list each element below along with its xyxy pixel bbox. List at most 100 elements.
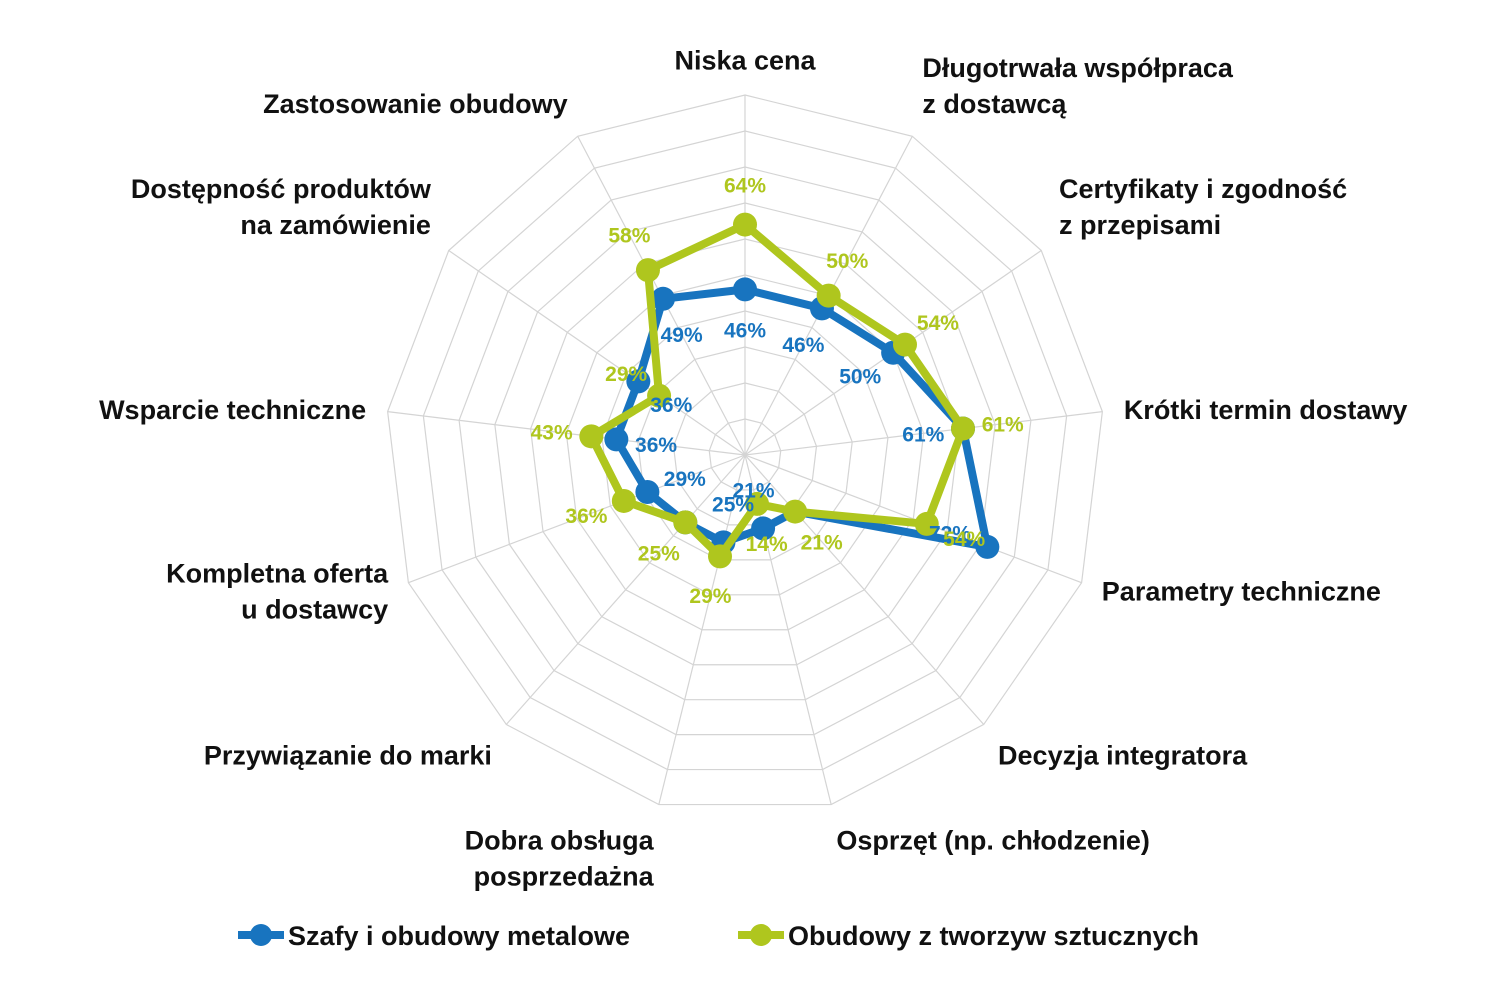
category-label-line: z przepisami <box>1059 210 1221 240</box>
grid-ring <box>529 238 961 666</box>
data-label: 36% <box>635 434 677 457</box>
data-point <box>914 511 939 536</box>
grid-spoke <box>387 411 746 456</box>
data-label: 14% <box>746 533 788 556</box>
category-label-line: Przywiązanie do marki <box>204 741 492 771</box>
data-point <box>733 212 757 237</box>
legend-swatch-marker <box>750 924 772 946</box>
category-label: Certyfikaty i zgodność z przepisami <box>1059 174 1347 240</box>
data-point <box>647 383 672 408</box>
data-point <box>733 277 757 302</box>
category-label: Decyzja integratora <box>998 741 1248 771</box>
data-label: 21% <box>733 480 775 503</box>
series-line <box>587 220 967 561</box>
grid-spoke <box>408 454 746 584</box>
data-label: 36% <box>565 505 607 528</box>
grid-ring <box>422 130 1068 771</box>
category-labels: Niska cena Długotrwała współpraca z dostaw… <box>99 45 1407 891</box>
category-label-line: Długotrwała współpraca <box>922 53 1234 83</box>
grid-spoke <box>744 454 985 725</box>
series-plastic <box>579 212 975 569</box>
data-label: 43% <box>531 422 573 445</box>
data-point <box>816 283 841 308</box>
data-label: 49% <box>661 324 703 347</box>
category-label-line: z dostawcą <box>922 89 1067 119</box>
category-label-line: na zamówienie <box>240 210 431 240</box>
category-label: Niska cena <box>674 45 816 75</box>
category-label: Osprzęt (np. chłodzenie) <box>836 826 1150 856</box>
data-point <box>635 258 660 283</box>
data-label: 54% <box>943 528 985 551</box>
category-label: Dobra obsługa posprzedażna <box>465 826 655 892</box>
data-point <box>751 516 776 541</box>
category-label-line: Osprzęt (np. chłodzenie) <box>836 826 1150 856</box>
data-label: 61% <box>902 423 944 446</box>
data-point <box>579 424 604 449</box>
legend-item: Szafy i obudowy metalowe <box>238 921 630 951</box>
data-point <box>975 534 1000 559</box>
data-label: 72% <box>929 523 971 546</box>
category-label-line: Niska cena <box>674 45 816 75</box>
data-label: 25% <box>638 542 680 565</box>
series-layer <box>579 212 1000 569</box>
data-label: 21% <box>801 532 843 555</box>
grid-ring <box>601 310 889 596</box>
category-label-line: Dostępność produktów <box>131 174 432 204</box>
data-point <box>651 286 676 311</box>
data-point <box>626 369 651 394</box>
category-label-line: posprzedażna <box>474 862 655 892</box>
category-label-line: Dobra obsługa <box>465 826 655 856</box>
data-label: 64% <box>724 175 766 198</box>
data-label: 50% <box>839 365 881 388</box>
category-label-line: Decyzja integratora <box>998 741 1248 771</box>
category-label-line: Kompletna oferta <box>166 558 389 588</box>
value-labels: 46%46%50%61%72%21%25%29%36%36%49%64%50%5… <box>531 175 1024 609</box>
data-label: 29% <box>605 363 647 386</box>
data-point <box>635 480 660 505</box>
category-label: Dostępność produktów na zamówienie <box>131 174 432 240</box>
data-label: 29% <box>664 468 706 491</box>
data-label: 50% <box>826 250 868 273</box>
grid-spoke <box>448 250 746 456</box>
data-point <box>745 491 770 516</box>
data-label: 61% <box>982 414 1024 437</box>
legend-label: Obudowy z tworzyw sztucznych <box>788 921 1199 951</box>
data-point <box>892 332 917 357</box>
legend-item: Obudowy z tworzyw sztucznych <box>738 921 1199 951</box>
legend-label: Szafy i obudowy metalowe <box>288 921 630 951</box>
category-label: Parametry techniczne <box>1102 576 1381 606</box>
grid-ring <box>565 274 925 631</box>
data-label: 36% <box>650 394 692 417</box>
grid-spoke <box>744 411 1103 456</box>
data-point <box>783 499 808 524</box>
radar-grid <box>387 94 1103 806</box>
grid-ring <box>458 166 1032 736</box>
grid-ring <box>387 94 1103 806</box>
category-label-line: u dostawcy <box>241 594 388 624</box>
category-label-line: Krótki termin dostawy <box>1124 395 1408 425</box>
data-label: 58% <box>608 225 650 248</box>
category-label-line: Zastosowanie obudowy <box>263 89 568 119</box>
category-label-line: Parametry techniczne <box>1102 576 1381 606</box>
grid-ring <box>494 202 996 701</box>
data-label: 54% <box>917 312 959 335</box>
category-label-line: Wsparcie techniczne <box>99 395 366 425</box>
data-point <box>611 488 636 513</box>
category-label: Przywiązanie do marki <box>204 741 492 771</box>
legend-swatch-marker <box>250 924 272 946</box>
data-point <box>604 427 629 452</box>
data-label: 46% <box>782 334 824 357</box>
grid-ring <box>708 418 782 491</box>
category-label: Krótki termin dostawy <box>1124 395 1408 425</box>
data-label: 46% <box>724 319 766 342</box>
category-label: Kompletna oferta u dostawcy <box>166 558 389 624</box>
legend: Szafy i obudowy metalowe Obudowy z tworzy… <box>238 921 1199 951</box>
data-point <box>673 510 698 535</box>
category-label: Wsparcie techniczne <box>99 395 366 425</box>
data-point <box>950 416 975 441</box>
data-label: 29% <box>689 585 731 608</box>
category-label: Zastosowanie obudowy <box>263 89 568 119</box>
data-point <box>708 544 733 569</box>
category-label: Długotrwała współpraca z dostawcą <box>922 53 1234 119</box>
